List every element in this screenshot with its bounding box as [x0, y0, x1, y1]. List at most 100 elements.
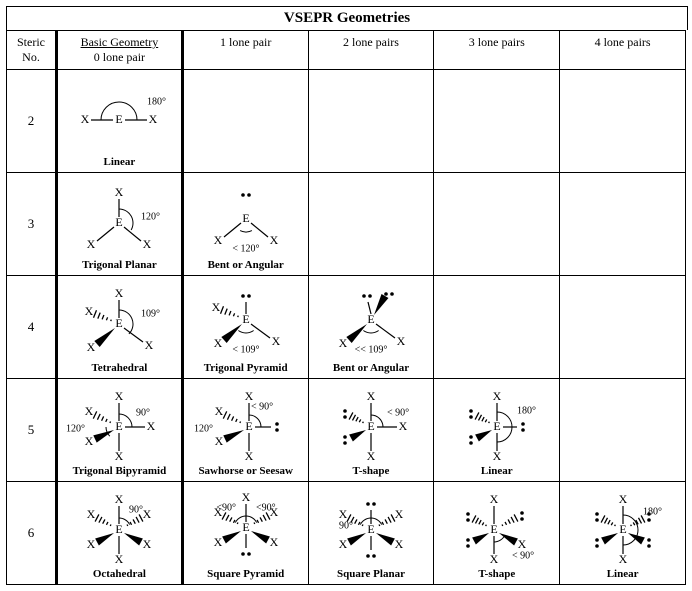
diagram: XXXXXE<90°<90° — [191, 484, 301, 568]
header-basic: Basic Geometry 0 lone pair — [57, 31, 183, 70]
geometry-cell: XXE< 120°Bent or Angular — [182, 173, 308, 276]
table-row: 3XXXE120°Trigonal PlanarXXE< 120°Bent or… — [7, 173, 686, 276]
svg-text:E: E — [367, 522, 374, 536]
svg-text:X: X — [367, 389, 376, 403]
svg-text:X: X — [213, 233, 222, 247]
geometry-label: Square Pyramid — [207, 568, 284, 582]
svg-text:X: X — [269, 535, 278, 549]
svg-text:E: E — [367, 419, 374, 433]
geometry-cell: XXE180°Linear — [560, 482, 686, 585]
svg-text:< 90°: < 90° — [512, 550, 534, 561]
diagram: XXXXE< 90°< 120° — [191, 381, 301, 465]
geometry-cell — [560, 173, 686, 276]
svg-text:X: X — [213, 535, 222, 549]
svg-text:X: X — [115, 389, 124, 403]
svg-text:<90°: <90° — [216, 502, 236, 513]
svg-text:X: X — [115, 552, 124, 564]
vsepr-table: StericNo. Basic Geometry 0 lone pair 1 l… — [6, 30, 686, 585]
diagram: XXXXXE90°120° — [64, 381, 174, 465]
header-steric: StericNo. — [7, 31, 57, 70]
svg-text:X: X — [143, 507, 152, 521]
svg-text:X: X — [395, 507, 404, 521]
table-row: 4XXXXE109°TetrahedralXXXE< 109°Trigonal … — [7, 276, 686, 379]
geometry-label: Tetrahedral — [91, 362, 147, 376]
table-row: 2XEX180°Linear — [7, 70, 686, 173]
svg-text:X: X — [143, 237, 152, 251]
svg-text:< 120°: < 120° — [191, 423, 213, 434]
svg-text:< 90°: < 90° — [251, 401, 273, 412]
svg-text:X: X — [492, 389, 501, 403]
svg-text:120°: 120° — [66, 423, 85, 434]
svg-text:X: X — [85, 434, 94, 448]
header-lp2: 2 lone pairs — [308, 31, 434, 70]
header-lp1: 1 lone pair — [182, 31, 308, 70]
svg-text:X: X — [618, 492, 627, 506]
svg-text:E: E — [116, 215, 123, 229]
header-lp4: 4 lone pairs — [560, 31, 686, 70]
svg-text:E: E — [116, 316, 123, 330]
svg-text:X: X — [115, 492, 124, 506]
geometry-cell — [434, 276, 560, 379]
geometry-label: Bent or Angular — [333, 362, 409, 376]
svg-text:X: X — [85, 304, 94, 318]
geometry-cell: XXXXXE<90°<90°Square Pyramid — [182, 482, 308, 585]
diagram: XXE< 120° — [191, 175, 301, 259]
svg-text:E: E — [245, 419, 252, 433]
svg-text:X: X — [489, 552, 498, 564]
svg-text:X: X — [149, 112, 158, 126]
svg-text:90°: 90° — [129, 504, 143, 515]
svg-text:X: X — [81, 112, 90, 126]
geometry-label: Linear — [104, 156, 136, 170]
diagram: XXE180° — [568, 484, 678, 568]
geometry-label: Linear — [607, 568, 639, 582]
geometry-cell: XXXE120°Trigonal Planar — [57, 173, 183, 276]
svg-text:X: X — [87, 340, 96, 354]
diagram: XXXXE109° — [64, 278, 174, 362]
steric-cell: 6 — [7, 482, 57, 585]
geometry-cell — [308, 173, 434, 276]
steric-cell: 5 — [7, 379, 57, 482]
svg-text:X: X — [244, 449, 253, 461]
table-row: 5XXXXXE90°120°Trigonal BipyramidXXXXE< 9… — [7, 379, 686, 482]
svg-text:X: X — [87, 507, 96, 521]
diagram: XXXXE90° — [316, 484, 426, 568]
diagram: XXXE< 90° — [316, 381, 426, 465]
svg-text:E: E — [116, 419, 123, 433]
geometry-label: T-shape — [353, 465, 390, 479]
svg-text:X: X — [213, 336, 222, 350]
svg-text:E: E — [242, 211, 249, 225]
geometry-cell: XXXXE< 90°< 120°Sawhorse or Seesaw — [182, 379, 308, 482]
geometry-cell: XXE180°Linear — [434, 379, 560, 482]
svg-text:E: E — [490, 522, 497, 536]
svg-text:180°: 180° — [517, 405, 536, 416]
geometry-label: Trigonal Bipyramid — [73, 465, 167, 479]
geometry-cell: XXXE< 109°Trigonal Pyramid — [182, 276, 308, 379]
svg-text:<90°: <90° — [256, 502, 276, 513]
svg-text:E: E — [116, 522, 123, 536]
diagram: XXXXXXE90° — [64, 484, 174, 568]
svg-text:180°: 180° — [147, 96, 166, 107]
diagram: X E X 180° — [64, 72, 174, 156]
table-row: 6XXXXXXE90°OctahedralXXXXXE<90°<90°Squar… — [7, 482, 686, 585]
svg-text:X: X — [339, 336, 348, 350]
svg-text:X: X — [214, 404, 223, 418]
svg-text:X: X — [115, 449, 124, 461]
geometry-label: Linear — [481, 465, 513, 479]
svg-text:X: X — [87, 237, 96, 251]
steric-cell: 4 — [7, 276, 57, 379]
svg-text:X: X — [339, 507, 348, 521]
svg-text:120°: 120° — [141, 211, 160, 222]
svg-text:X: X — [211, 300, 220, 314]
svg-text:X: X — [367, 449, 376, 461]
svg-text:X: X — [214, 434, 223, 448]
svg-text:< 90°: < 90° — [387, 407, 409, 418]
svg-text:E: E — [116, 112, 123, 126]
svg-text:E: E — [367, 312, 374, 326]
geometry-cell: XXXXE109°Tetrahedral — [57, 276, 183, 379]
diagram: XXE180° — [442, 381, 552, 465]
svg-text:X: X — [271, 334, 280, 348]
diagram: XXXE< 90° — [442, 484, 552, 568]
geometry-cell — [308, 70, 434, 173]
svg-text:< 120°: < 120° — [232, 243, 259, 254]
geometry-cell — [560, 276, 686, 379]
